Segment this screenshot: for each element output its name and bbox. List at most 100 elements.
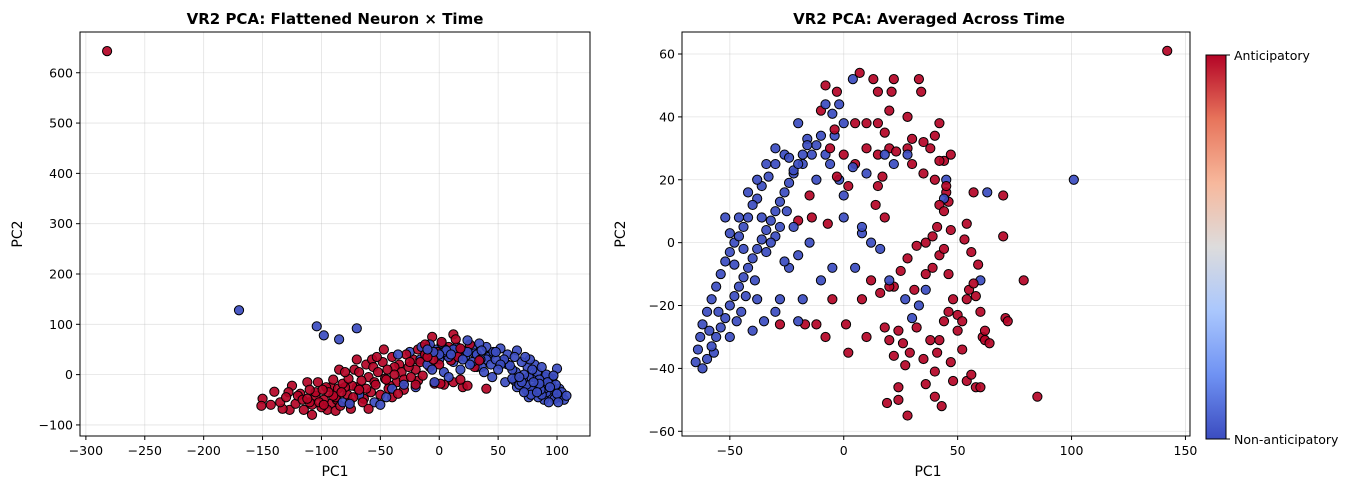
right-point-non-anticipatory [761,224,772,236]
right-point-non-anticipatory [806,149,817,160]
right-point-anticipatory [872,86,884,97]
left-point-non-anticipatory [509,351,520,363]
right-point-anticipatory [918,353,929,365]
right-point-non-anticipatory [879,149,890,160]
left-point-non-anticipatory [490,346,501,358]
left-point-anticipatory [370,379,381,390]
left-x-axis-label: PC1 [321,464,348,480]
left-y-axis-label: PC2 [10,220,26,247]
left-point-anticipatory [410,379,421,390]
right-point-anticipatory [879,127,890,138]
left-point-non-anticipatory [520,351,531,363]
left-point-anticipatory [474,355,485,366]
right-point-anticipatory [854,67,865,78]
left-y-tick-label: −100 [39,417,73,432]
right-point-anticipatory [881,397,893,409]
right-point-anticipatory [998,231,1009,242]
left-point-anticipatory [436,336,447,348]
right-point-anticipatory [938,243,950,255]
left-point-anticipatory [404,356,415,368]
right-point-non-anticipatory [1068,174,1079,185]
left-x-tick-label: −150 [245,443,279,458]
right-point-non-anticipatory [793,118,804,129]
right-point-anticipatory [968,278,979,289]
left-point-non-anticipatory [531,387,543,398]
right-point-anticipatory [774,319,786,330]
colorbar: Anticipatory Non-anticipatory [1205,48,1339,447]
right-x-tick-label: −50 [717,443,743,458]
right-point-non-anticipatory [742,212,754,223]
left-point-anticipatory [371,351,382,363]
right-y-axis-label: PC2 [613,220,629,247]
left-point-anticipatory [372,367,384,378]
right-point-non-anticipatory [783,152,795,163]
left-x-tick-label: −200 [187,443,221,458]
right-point-anticipatory [897,338,909,349]
right-point-non-anticipatory [738,272,749,283]
right-point-non-anticipatory [783,177,795,189]
right-point-anticipatory [938,206,950,217]
right-y-tick-label: 0 [667,235,675,250]
right-point-non-anticipatory [752,243,763,255]
left-x-tick-label: −250 [128,443,162,458]
right-point-anticipatory [968,187,979,198]
colorbar-top-label: Anticipatory [1234,48,1310,63]
left-point-non-anticipatory [527,364,538,375]
right-point-anticipatory [929,366,940,377]
left-point-non-anticipatory [464,359,475,370]
right-point-anticipatory [875,287,886,299]
right-point-non-anticipatory [770,306,781,317]
right-point-non-anticipatory [793,316,804,327]
right-point-anticipatory [947,294,959,305]
left-y-tick-label: 600 [49,65,73,80]
right-point-anticipatory [888,350,899,361]
right-point-non-anticipatory [706,341,717,352]
right-point-non-anticipatory [788,221,799,233]
right-point-non-anticipatory [715,322,726,333]
right-point-anticipatory [884,335,895,346]
right-point-anticipatory [909,284,920,295]
right-point-anticipatory [975,382,986,393]
right-plot-frame [681,31,1191,437]
right-point-non-anticipatory [779,256,790,267]
left-point-anticipatory [302,393,313,404]
right-point-non-anticipatory [827,108,838,119]
left-point-anticipatory [381,374,392,385]
right-point-non-anticipatory [856,221,868,233]
right-point-anticipatory [850,118,861,129]
right-point-anticipatory [929,130,940,141]
left-point-non-anticipatory [487,372,498,383]
right-point-anticipatory [877,171,888,182]
right-point-non-anticipatory [724,228,735,239]
right-point-anticipatory [884,105,895,116]
right-point-non-anticipatory [779,187,790,198]
right-point-anticipatory [820,80,831,91]
right-point-non-anticipatory [793,250,804,261]
right-point-anticipatory [870,199,881,211]
left-point-non-anticipatory [518,387,530,398]
left-x-tick-label: −50 [367,443,393,458]
left-x-tick-label: −300 [69,443,103,458]
right-point-anticipatory [806,212,817,223]
right-point-non-anticipatory [920,284,931,295]
right-point-anticipatory [975,306,986,317]
left-point-anticipatory [382,364,393,375]
left-point-non-anticipatory [398,379,410,390]
right-point-anticipatory [959,234,970,245]
left-point-anticipatory [328,374,339,385]
left-points [101,46,572,420]
left-point-non-anticipatory [334,334,345,345]
right-point-non-anticipatory [770,158,781,170]
right-point-anticipatory [804,190,815,201]
right-point-non-anticipatory [765,215,776,226]
right-point-non-anticipatory [834,99,845,110]
right-point-non-anticipatory [861,168,872,179]
right-point-anticipatory [934,118,945,129]
right-point-anticipatory [957,344,968,355]
right-point-non-anticipatory [756,234,767,245]
left-point-anticipatory [281,392,292,403]
right-point-non-anticipatory [704,325,715,336]
right-point-anticipatory [900,360,911,371]
